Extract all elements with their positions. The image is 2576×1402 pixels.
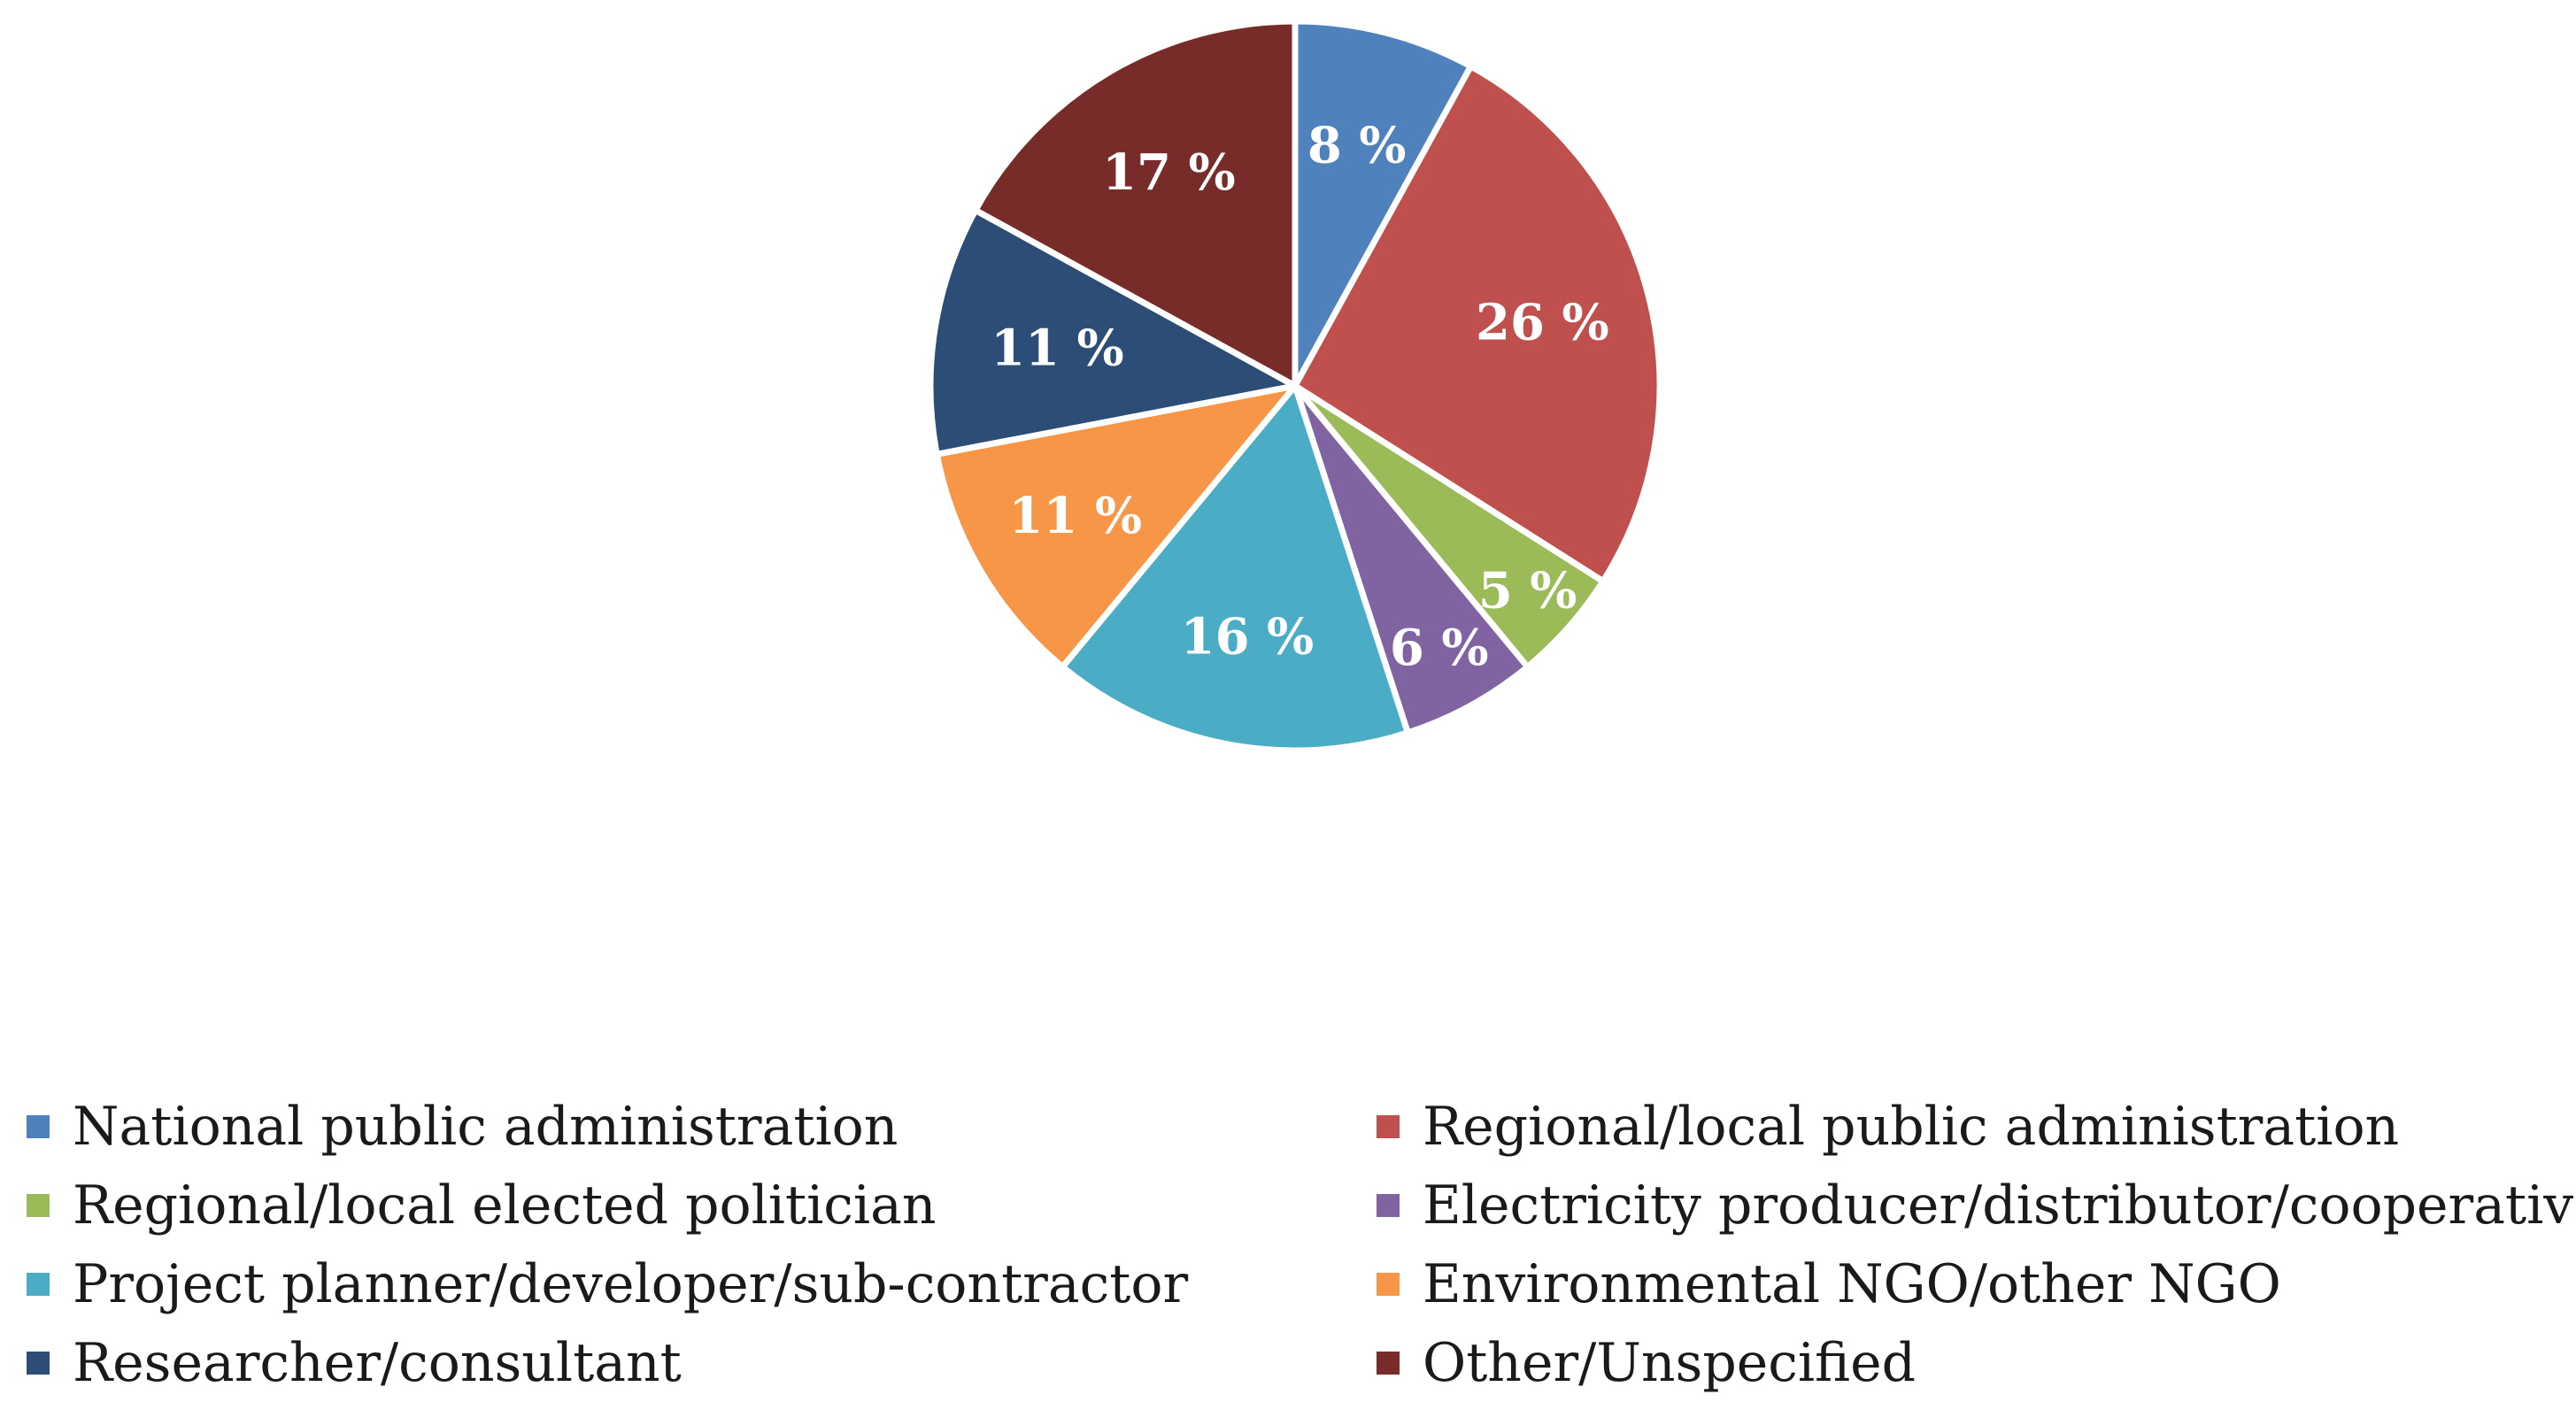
legend-label: Other/Unspecified: [1423, 1332, 1916, 1394]
slice-data-label: 11 %: [991, 319, 1124, 377]
legend-swatch: [1377, 1273, 1400, 1296]
slice-data-label: 11 %: [1008, 487, 1142, 545]
pie-slice: [1292, 18, 1474, 389]
pie-slices: [927, 18, 1663, 754]
slice-data-label: 8 %: [1307, 117, 1407, 175]
legend-label: National public administration: [73, 1096, 898, 1158]
legend-swatch: [1377, 1352, 1400, 1375]
legend-item: Environmental NGO/other NGO: [1377, 1253, 2281, 1315]
legend-label: Researcher/consultant: [73, 1332, 682, 1394]
legend-swatch: [27, 1115, 50, 1138]
legend-swatch: [27, 1273, 50, 1296]
legend-item: Regional/local public administration: [1377, 1096, 2399, 1158]
pie-slice-labels: 8 % 26 % 5 %6 % 16 % 11 % 11 % 17 %: [991, 117, 1609, 677]
legend-label: Regional/local elected politician: [73, 1175, 937, 1236]
legend-swatch: [27, 1352, 50, 1375]
slice-data-label: 26 %: [1476, 293, 1609, 351]
slice-data-label: 5 %: [1478, 562, 1577, 620]
slice-data-label: 6 %: [1390, 619, 1489, 677]
pie-slice: [972, 18, 1299, 389]
pie-slice: [1292, 63, 1663, 585]
legend-item: Regional/local elected politician: [27, 1175, 937, 1236]
slice-data-label: 17 %: [1102, 143, 1236, 202]
legend-item: Other/Unspecified: [1377, 1332, 1916, 1394]
legend-swatch: [1377, 1194, 1400, 1217]
legend-item: Electricity producer/distributor/coopera…: [1377, 1175, 2576, 1236]
legend-label: Project planner/developer/sub-contractor: [73, 1253, 1188, 1315]
legend-item: Project planner/developer/sub-contractor: [27, 1253, 1188, 1315]
legend-label: Electricity producer/distributor/coopera…: [1423, 1175, 2576, 1236]
legend-swatch: [1377, 1115, 1400, 1138]
pie-slice: [927, 207, 1299, 458]
pie-slice: [933, 382, 1299, 670]
legend-swatch: [27, 1194, 50, 1217]
legend: National public administration Regional/l…: [27, 1096, 2576, 1394]
legend-label: Environmental NGO/other NGO: [1423, 1253, 2281, 1315]
pie-slice: [1292, 382, 1531, 736]
legend-item: National public administration: [27, 1096, 898, 1158]
legend-item: Researcher/consultant: [27, 1332, 682, 1394]
legend-label: Regional/local public administration: [1423, 1096, 2399, 1158]
pie-slice: [1059, 382, 1411, 754]
slice-data-label: 16 %: [1181, 607, 1315, 666]
